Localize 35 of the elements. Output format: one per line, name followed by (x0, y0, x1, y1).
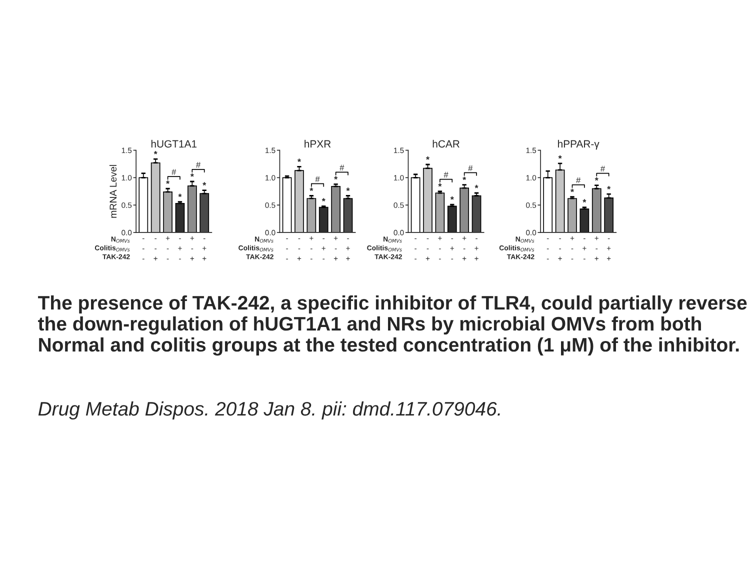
annotation: # (576, 177, 581, 184)
data-label: * (202, 182, 206, 186)
data-label: * (594, 177, 598, 181)
data-label: * (322, 198, 326, 202)
data-label: * (310, 188, 314, 192)
text: The presence of TAK-242, a specific inhibitor of TLR4, could partially reverse the down-regulation of hUGT1A1 and NRs by microbial OMVs from both Normal and colitis groups at the tested concentration (1 μM) of the inhibitor. (38, 295, 747, 356)
data-label: * (607, 186, 611, 190)
annotation: # (444, 172, 448, 178)
data-label: * (558, 155, 562, 159)
chart-title: hPPAR-γ (558, 140, 600, 150)
data-label: * (474, 184, 478, 188)
annotation: # (340, 164, 344, 170)
chart-title: hCAR (432, 140, 460, 148)
data-label: * (190, 173, 194, 177)
data-label: * (346, 188, 350, 192)
data-label: * (462, 176, 466, 180)
data-label: * (178, 194, 182, 198)
annotation: # (196, 162, 201, 168)
annotation: # (315, 176, 320, 182)
data-label: * (154, 150, 158, 154)
data-label: * (298, 158, 301, 162)
data-label: * (570, 188, 574, 192)
chart-title: hUGT1A1 (151, 140, 197, 148)
y-axis-title: mRNA Level (109, 164, 117, 218)
annotation: # (600, 166, 606, 172)
annotation: # (172, 169, 176, 175)
data-label: * (582, 199, 586, 203)
data-label: * (426, 156, 430, 160)
data-label: * (334, 176, 338, 180)
data-label: * (450, 196, 454, 200)
text: Drug Metab Dispos. 2018 Jan 8. pii: dmd.117.079046. (38, 401, 500, 420)
chart-title: hPXR (304, 140, 331, 148)
data-label: * (166, 180, 170, 184)
annotation: # (468, 165, 473, 171)
data-label: * (438, 183, 442, 187)
